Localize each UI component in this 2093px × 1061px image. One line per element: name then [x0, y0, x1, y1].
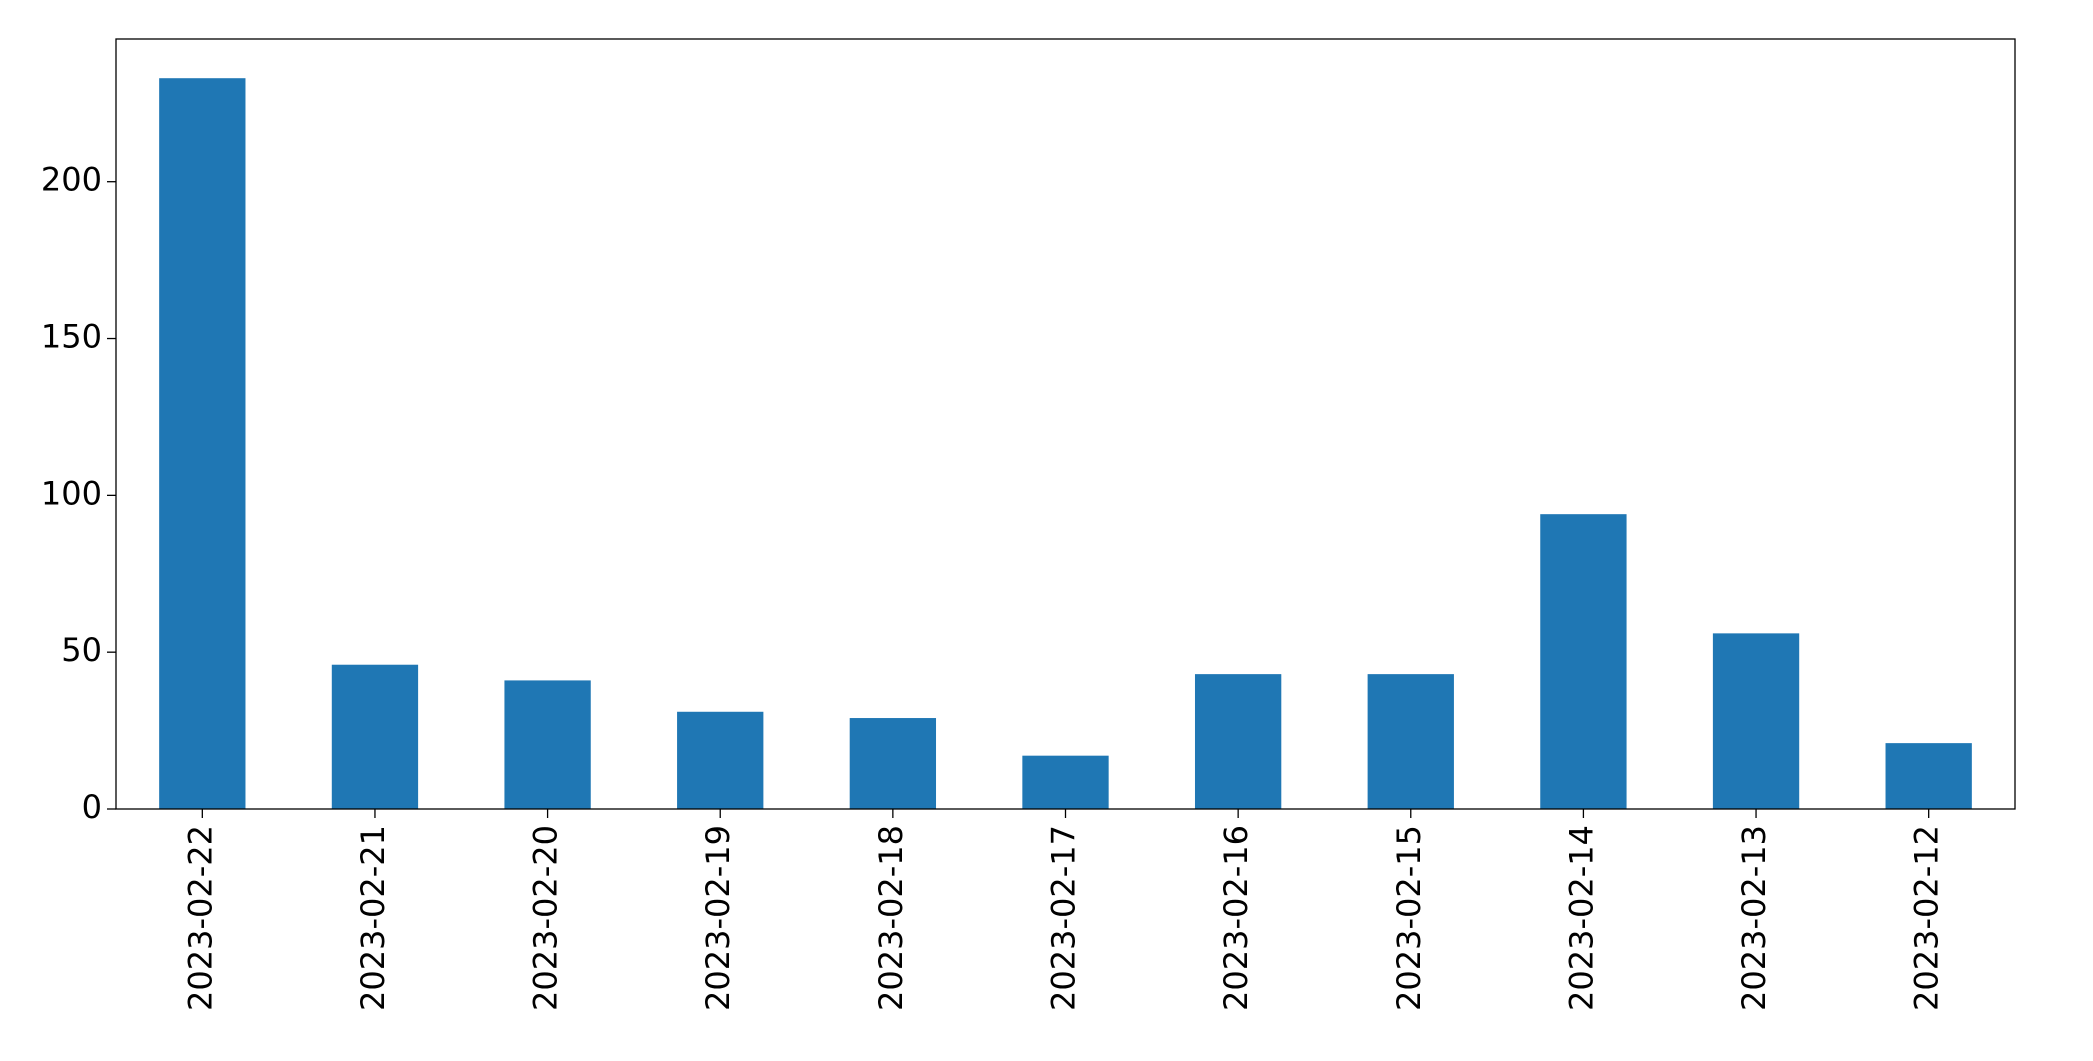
x-tick-label: 2023-02-16 — [1217, 825, 1255, 1011]
bar — [159, 78, 246, 810]
x-tick-label: 2023-02-14 — [1562, 825, 1600, 1011]
bar — [1712, 633, 1800, 809]
bar — [1367, 674, 1454, 809]
y-tick-label: 50 — [61, 631, 102, 669]
y-tick-label: 0 — [82, 788, 102, 826]
x-tick-label: 2023-02-20 — [527, 825, 565, 1011]
y-tick-label: 150 — [41, 318, 102, 356]
bar — [331, 664, 419, 809]
x-tick-label: 2023-02-18 — [872, 825, 910, 1011]
x-tick-label: 2023-02-19 — [699, 825, 737, 1011]
y-tick-label: 100 — [41, 474, 102, 512]
bar — [1885, 743, 1972, 809]
bar — [849, 718, 937, 809]
plot-frame — [115, 38, 2016, 810]
bar — [1540, 514, 1627, 809]
x-tick-label: 2023-02-13 — [1735, 825, 1773, 1011]
bar — [1194, 674, 1282, 809]
bar — [1022, 755, 1109, 809]
bar — [677, 711, 764, 809]
x-tick-label: 2023-02-15 — [1390, 825, 1428, 1011]
x-tick-label: 2023-02-12 — [1908, 825, 1946, 1011]
x-tick-label: 2023-02-21 — [354, 825, 392, 1011]
x-tick-label: 2023-02-22 — [181, 825, 219, 1011]
x-tick-label: 2023-02-17 — [1045, 825, 1083, 1011]
y-tick-label: 200 — [41, 161, 102, 199]
bar — [504, 680, 591, 809]
